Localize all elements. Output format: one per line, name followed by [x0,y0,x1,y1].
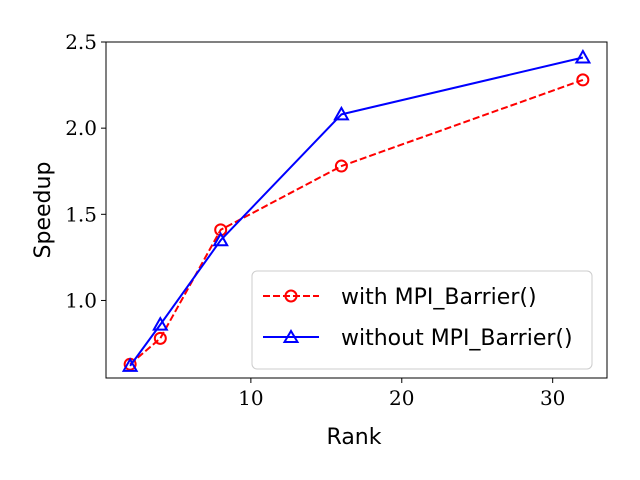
axes-layer: 10 20 30 1.0 1.5 2.0 2.5 [65,30,608,410]
x-axis-label: Rank [327,425,382,450]
y-tick-label: 2.5 [65,30,97,54]
y-tick-label: 1.5 [65,202,97,226]
series-line-0 [129,78,584,365]
data-point-triangle [333,105,350,121]
y-axis-label: Speedup [31,162,56,259]
legend-marker-triangle [282,329,300,343]
data-point-circle [334,159,348,173]
legend: with MPI_Barrier() without MPI_Barrier() [251,270,593,370]
legend-marker-circle [284,289,298,303]
data-point-triangle [574,48,592,64]
x-tick-label: 30 [540,386,565,410]
plot-frame [105,41,608,379]
series-layer [121,48,592,372]
series-line-1 [129,56,584,367]
data-point-triangle [152,316,169,331]
data-point-circle [153,331,167,345]
x-tick-label: 10 [238,386,263,410]
legend-label-with-barrier: with MPI_Barrier() [341,285,537,310]
data-point-circle [576,73,590,87]
x-tick-label: 20 [389,386,414,410]
y-tick-label: 1.0 [65,288,97,312]
legend-label-without-barrier: without MPI_Barrier() [341,326,573,351]
legend-box [251,270,593,370]
y-tick-label: 2.0 [65,116,97,140]
data-point-triangle [121,357,139,372]
data-point-triangle [212,231,229,247]
